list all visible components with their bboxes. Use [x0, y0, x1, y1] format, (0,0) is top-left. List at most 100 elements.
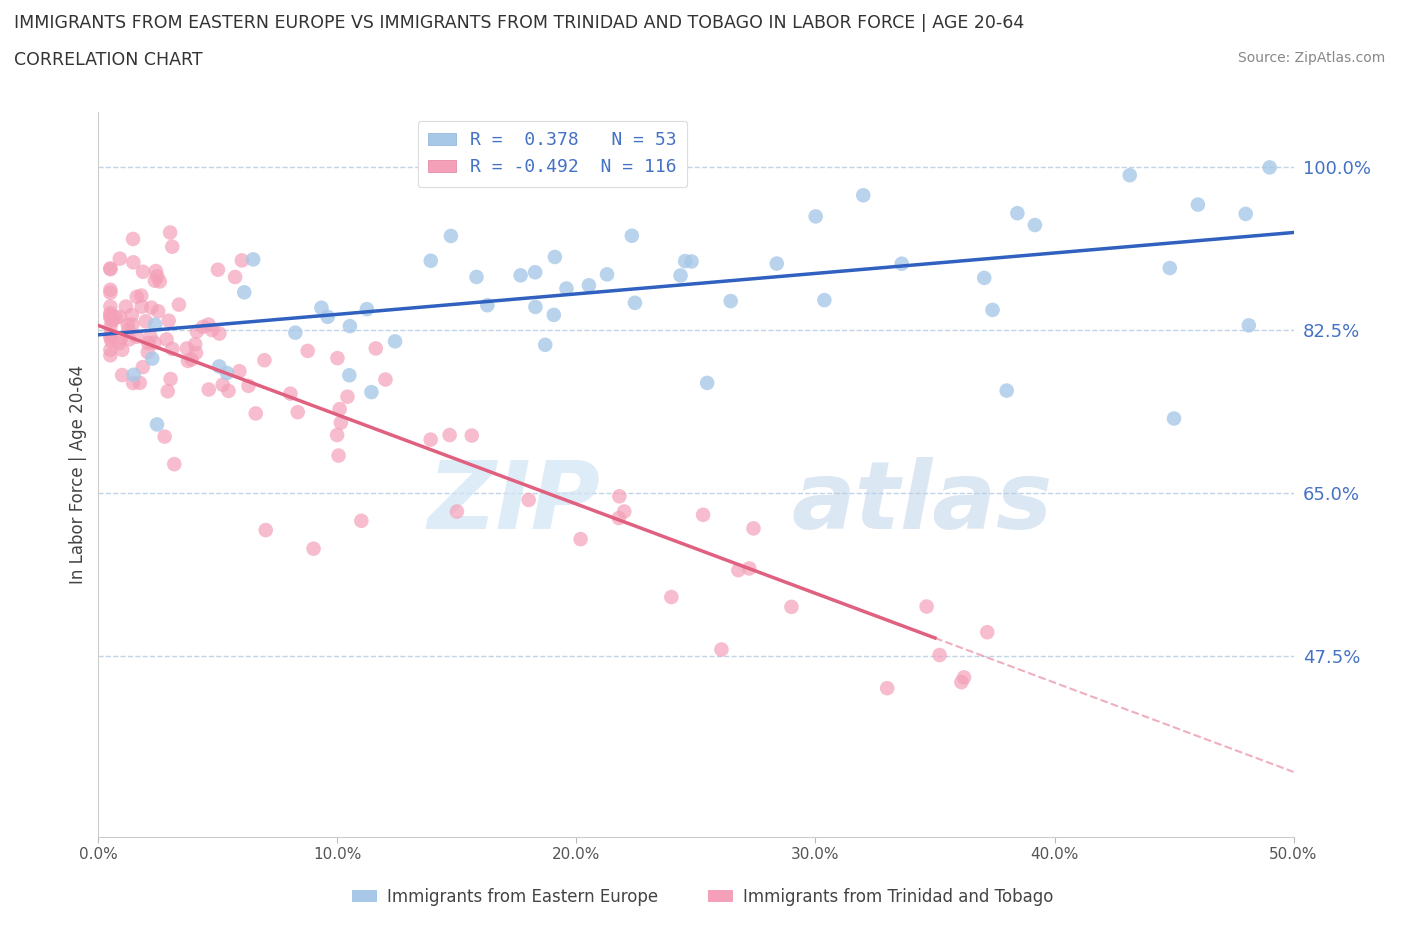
Text: ZIP: ZIP: [427, 458, 600, 550]
Point: [953, 670, 976, 684]
Point: [121, 317, 143, 332]
Point: [720, 294, 742, 309]
Point: [159, 372, 181, 387]
Point: [350, 513, 373, 528]
Point: [1258, 160, 1281, 175]
Point: [569, 532, 592, 547]
Point: [117, 317, 139, 332]
Point: [780, 600, 803, 615]
Point: [356, 301, 378, 316]
Point: [543, 308, 565, 323]
Point: [163, 457, 186, 472]
Legend: Immigrants from Eastern Europe, Immigrants from Trinidad and Tobago: Immigrants from Eastern Europe, Immigran…: [346, 881, 1060, 912]
Point: [100, 334, 122, 349]
Point: [98, 299, 122, 314]
Text: Source: ZipAtlas.com: Source: ZipAtlas.com: [1237, 51, 1385, 65]
Point: [813, 293, 835, 308]
Point: [1024, 218, 1046, 232]
Point: [287, 405, 309, 419]
Point: [146, 417, 169, 432]
Point: [928, 647, 950, 662]
Text: IMMIGRANTS FROM EASTERN EUROPE VS IMMIGRANTS FROM TRINIDAD AND TOBAGO IN LABOR F: IMMIGRANTS FROM EASTERN EUROPE VS IMMIGR…: [14, 14, 1025, 32]
Point: [624, 296, 647, 311]
Point: [118, 332, 141, 347]
Point: [1237, 318, 1260, 333]
Point: [125, 289, 148, 304]
Point: [534, 338, 557, 352]
Point: [108, 251, 131, 266]
Point: [245, 406, 267, 421]
Point: [98, 286, 122, 300]
Point: [160, 239, 183, 254]
Point: [145, 263, 167, 278]
Point: [122, 376, 145, 391]
Point: [659, 590, 682, 604]
Point: [131, 288, 153, 303]
Point: [465, 270, 488, 285]
Point: [328, 448, 350, 463]
Point: [297, 343, 319, 358]
Point: [231, 253, 253, 268]
Point: [374, 372, 396, 387]
Point: [139, 329, 162, 344]
Point: [284, 326, 307, 340]
Point: [98, 283, 122, 298]
Point: [339, 319, 361, 334]
Point: [555, 281, 578, 296]
Point: [742, 521, 765, 536]
Point: [517, 493, 540, 508]
Point: [981, 302, 1004, 317]
Point: [122, 232, 145, 246]
Point: [669, 268, 692, 283]
Point: [176, 341, 198, 356]
Point: [131, 299, 153, 314]
Point: [157, 313, 180, 328]
Point: [215, 365, 238, 380]
Point: [141, 352, 163, 366]
Point: [950, 675, 973, 690]
Point: [224, 270, 246, 285]
Point: [207, 262, 229, 277]
Point: [524, 299, 547, 314]
Point: [852, 188, 875, 203]
Point: [141, 300, 163, 315]
Point: [681, 254, 703, 269]
Y-axis label: In Labor Force | Age 20-64: In Labor Force | Age 20-64: [69, 365, 87, 584]
Point: [110, 331, 132, 346]
Point: [477, 298, 499, 312]
Point: [360, 385, 382, 400]
Point: [316, 310, 339, 325]
Point: [302, 541, 325, 556]
Text: CORRELATION CHART: CORRELATION CHART: [14, 51, 202, 69]
Point: [696, 376, 718, 391]
Point: [101, 313, 124, 328]
Point: [208, 326, 231, 341]
Point: [461, 428, 484, 443]
Point: [336, 390, 359, 405]
Point: [228, 364, 250, 379]
Point: [117, 323, 139, 338]
Point: [329, 402, 352, 417]
Point: [973, 271, 995, 286]
Point: [98, 320, 122, 335]
Point: [121, 308, 143, 323]
Point: [233, 285, 256, 299]
Point: [98, 330, 122, 345]
Point: [128, 376, 150, 391]
Point: [218, 383, 240, 398]
Point: [692, 508, 714, 523]
Point: [136, 336, 159, 351]
Point: [804, 209, 827, 224]
Point: [159, 225, 181, 240]
Point: [98, 308, 122, 323]
Point: [238, 379, 260, 393]
Point: [596, 267, 619, 282]
Point: [326, 428, 349, 443]
Point: [876, 681, 898, 696]
Point: [673, 254, 696, 269]
Point: [186, 324, 208, 339]
Point: [326, 351, 349, 365]
Point: [111, 367, 134, 382]
Text: atlas: atlas: [792, 458, 1053, 550]
Point: [108, 336, 131, 351]
